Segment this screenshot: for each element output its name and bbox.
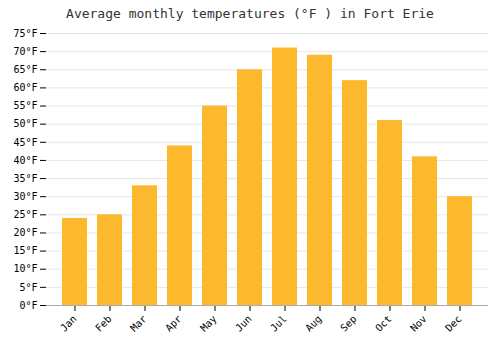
svg-text:20°F: 20°F [13,227,37,238]
svg-text:50°F: 50°F [13,118,37,129]
svg-text:Aug: Aug [303,313,324,334]
html-text:Average monthly temperatures (: Average monthly temperatures (°F ) in Fo… [66,6,434,21]
svg-text:45°F: 45°F [13,137,37,148]
svg-text:70°F: 70°F [13,46,37,57]
svg-text:15°F: 15°F [13,245,37,256]
svg-text:30°F: 30°F [13,191,37,202]
svg-text:Feb: Feb [93,313,114,334]
svg-text:Dec: Dec [443,313,464,334]
svg-text:May: May [198,313,219,334]
svg-text:Jul: Jul [268,313,289,334]
svg-text:Nov: Nov [408,313,429,334]
svg-text:75°F: 75°F [13,28,37,39]
svg-text:35°F: 35°F [13,173,37,184]
svg-text:Jun: Jun [233,313,254,334]
svg-text:Sep: Sep [338,313,359,334]
svg-text:0°F: 0°F [19,300,37,311]
svg-text:Oct: Oct [373,313,394,334]
svg-text:55°F: 55°F [13,100,37,111]
svg-text:25°F: 25°F [13,209,37,220]
svg-text:5°F: 5°F [19,282,37,293]
svg-text:Apr: Apr [163,313,184,334]
svg-text:10°F: 10°F [13,263,37,274]
svg-text:60°F: 60°F [13,82,37,93]
svg-text:65°F: 65°F [13,64,37,75]
svg-text:Mar: Mar [128,313,149,334]
svg-text:Jan: Jan [58,313,79,334]
svg-text:40°F: 40°F [13,155,37,166]
